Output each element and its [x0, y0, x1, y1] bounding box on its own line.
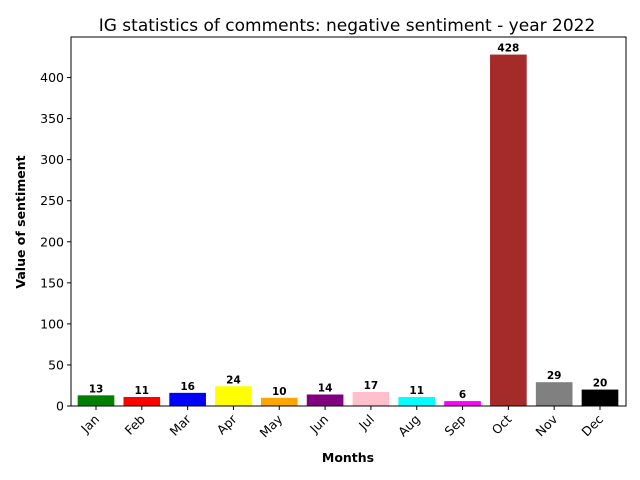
bar-apr [215, 386, 252, 406]
x-tick-label: Sep [441, 411, 468, 438]
data-label-apr: 24 [226, 374, 241, 386]
data-label-feb: 11 [135, 385, 150, 397]
data-label-jun: 14 [318, 383, 333, 395]
data-label-jul: 17 [364, 380, 379, 392]
x-tick-label: Dec [578, 411, 606, 439]
x-axis-label: Months [322, 450, 374, 465]
bar-jun [306, 394, 344, 406]
x-tick-label: May [257, 411, 286, 440]
data-label-aug: 11 [409, 385, 424, 397]
data-label-nov: 29 [547, 370, 562, 382]
x-tick-label: Jul [355, 412, 377, 434]
y-tick-label: 200 [40, 234, 64, 249]
y-axis-label: Value of sentiment [13, 155, 28, 288]
plot-area-frame [70, 36, 627, 407]
x-tick-label: Oct [489, 411, 515, 437]
data-label-jan: 13 [89, 383, 104, 395]
data-label-mar: 16 [180, 381, 195, 393]
y-tick-label: 50 [48, 357, 64, 372]
y-tick-label: 0 [56, 399, 64, 414]
y-tick-label: 300 [40, 152, 64, 167]
bar-nov [535, 382, 573, 406]
x-tick-label: Mar [166, 411, 194, 439]
bar-aug [398, 396, 436, 406]
y-tick-label: 400 [40, 70, 64, 85]
y-tick-label: 100 [40, 316, 64, 331]
x-tick-label: Jan [77, 412, 102, 437]
bar-feb [123, 396, 161, 406]
bar-sep [444, 401, 481, 406]
data-label-may: 10 [272, 386, 287, 398]
chart-title: IG statistics of comments: negative sent… [99, 16, 596, 36]
data-label-oct: 428 [497, 43, 519, 55]
y-tick-label: 350 [40, 111, 64, 126]
bar-may [260, 397, 298, 406]
y-tick-label: 150 [40, 275, 64, 290]
x-tick-label: Aug [395, 412, 423, 440]
x-tick-label: Apr [214, 411, 241, 438]
bar-dec [581, 389, 619, 406]
bar-jul [352, 392, 390, 406]
bars-group: 13 11 16 24 10 14 17 11 6 428 29 20 [77, 43, 619, 406]
bar-oct [490, 54, 527, 406]
x-tick-label: Jun [306, 412, 331, 437]
bar-jan [77, 395, 115, 406]
y-tick-label: 250 [40, 193, 64, 208]
x-tick-label: Feb [122, 411, 148, 437]
bar-mar [169, 392, 206, 406]
x-tick-label: Nov [532, 411, 560, 439]
data-label-dec: 20 [593, 378, 608, 390]
data-label-sep: 6 [459, 389, 466, 401]
